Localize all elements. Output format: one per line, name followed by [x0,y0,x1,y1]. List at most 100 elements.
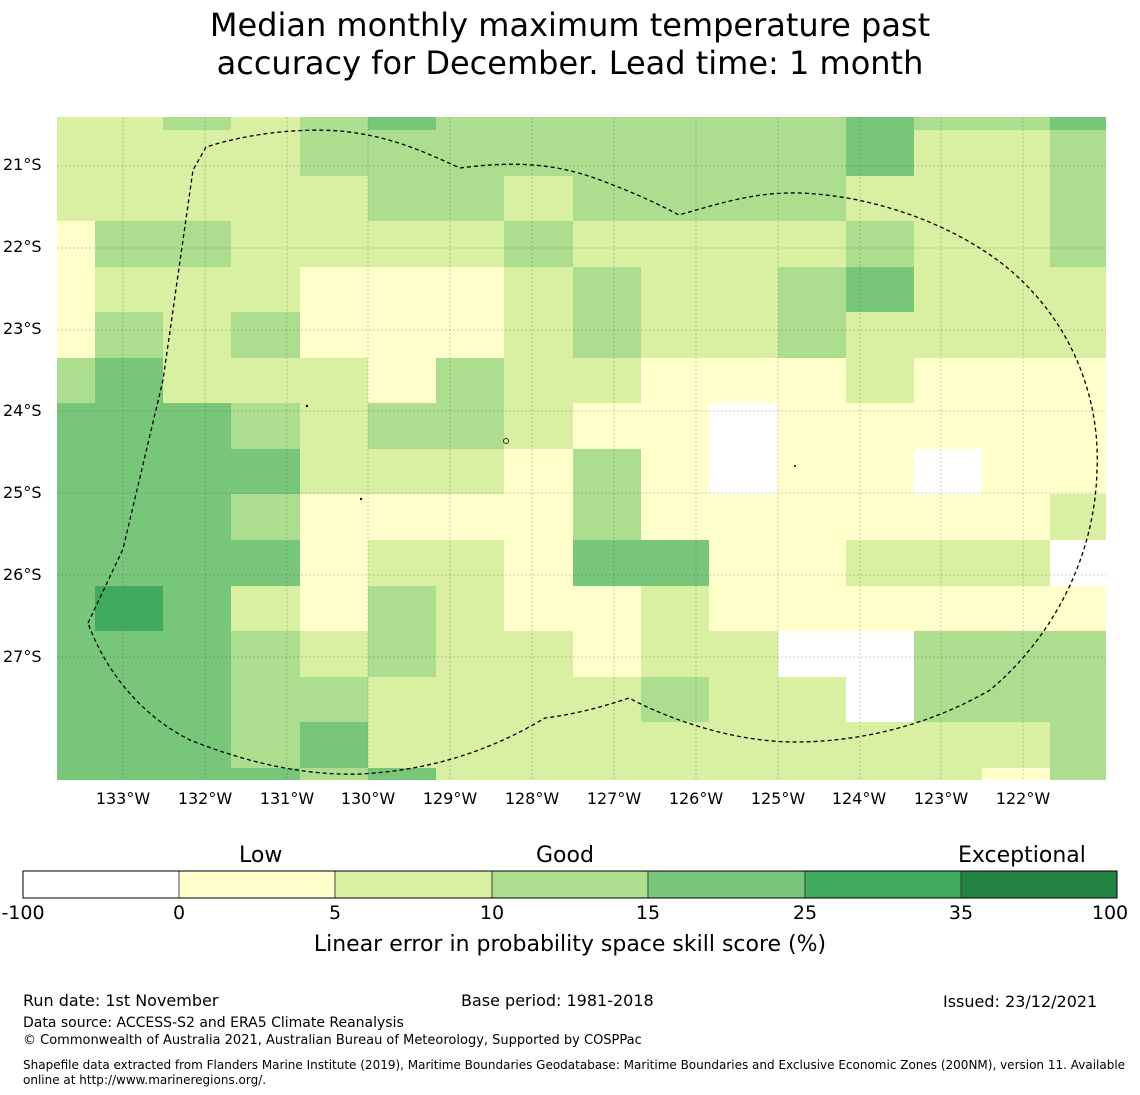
skill-cell [778,312,846,358]
colorbar-segment [804,870,962,899]
skill-cell [846,449,914,494]
skill-cell [641,117,709,130]
skill-cell [1050,494,1106,540]
skill-cell [709,130,778,176]
skill-cell [231,677,300,722]
colorbar-tick-label: -100 [1,902,45,924]
lon-label-128: 128°W [504,789,560,808]
skill-cell [778,677,846,722]
skill-cell [231,403,300,449]
skill-cell [231,267,300,312]
lat-label-25: 25°S [3,483,42,502]
skill-cell [982,312,1050,358]
skill-cell [300,631,368,677]
skill-cell [573,768,641,780]
skill-cell [504,117,573,130]
skill-cell [368,176,436,221]
skill-cell [846,267,914,312]
lon-label-132: 132°W [177,789,233,808]
skill-cell [846,130,914,176]
skill-cell [1050,403,1106,449]
skill-cell [982,449,1050,494]
graticule [57,117,1106,780]
colorbar-segment [334,870,493,899]
skill-cell [1050,540,1106,586]
skill-cell [778,176,846,221]
lon-label-133: 133°W [95,789,151,808]
skill-cell [1050,312,1106,358]
skill-cell [436,358,504,403]
skill-cell [504,449,573,494]
skill-cell [846,768,914,780]
skill-cell [436,631,504,677]
skill-cell [709,677,778,722]
skill-cell [163,221,231,267]
skill-cell [641,631,709,677]
skill-cell [57,221,95,267]
data-source: Data source: ACCESS-S2 and ERA5 Climate … [23,1015,404,1031]
colorbar-frame [22,870,1118,899]
skill-cell [300,768,368,780]
skill-cell [846,312,914,358]
skill-cell [778,358,846,403]
skill-cell [163,586,231,631]
skill-cell [300,449,368,494]
skill-cell [436,130,504,176]
skill-cell [914,586,982,631]
skill-cell [368,677,436,722]
skill-cell [436,403,504,449]
lat-label-21: 21°S [3,155,42,174]
skill-cell [846,722,914,768]
skill-cell [641,722,709,768]
skill-cell [709,403,778,449]
skill-cell [300,176,368,221]
skill-cell [573,540,641,586]
skill-cell [436,312,504,358]
skill-cell [163,631,231,677]
skill-cell [914,267,982,312]
skill-cell [778,117,846,130]
base-period: Base period: 1981-2018 [461,991,654,1010]
skill-cell [163,449,231,494]
skill-cell [709,540,778,586]
skill-cell [504,540,573,586]
colorbar-tick-label: 25 [792,902,818,924]
skill-cell [573,221,641,267]
skill-cell [1050,722,1106,768]
skill-cell [778,494,846,540]
eez-boundary [87,129,1098,775]
skill-cell [163,176,231,221]
colorbar-segment [178,870,336,899]
skill-cell [914,722,982,768]
legend-exceptional-label: Exceptional [958,843,1086,868]
skill-cell [709,449,778,494]
skill-cell [982,722,1050,768]
skill-cell [504,176,573,221]
skill-cell [300,221,368,267]
lat-label-26: 26°S [3,565,42,584]
skill-cell [641,494,709,540]
skill-cell [368,221,436,267]
skill-cell [300,403,368,449]
skill-cell [163,130,231,176]
skill-cell [57,176,95,221]
legend-good-label: Good [536,843,594,868]
skill-cell [436,267,504,312]
skill-cell [1050,221,1106,267]
colorbar-tick-label: 15 [635,902,661,924]
skill-cell [914,768,982,780]
skill-cell [982,176,1050,221]
skill-cell [57,130,95,176]
colorbar-tick-label: 10 [479,902,505,924]
skill-cell [982,117,1050,130]
skill-cell [1050,631,1106,677]
skill-cell [982,494,1050,540]
skill-cell [1050,130,1106,176]
skill-cell [504,494,573,540]
skill-cell [914,540,982,586]
lon-label-129: 129°W [422,789,478,808]
colorbar-segment [491,870,649,899]
skill-cell [914,358,982,403]
skill-cell [778,130,846,176]
skill-cell [914,312,982,358]
